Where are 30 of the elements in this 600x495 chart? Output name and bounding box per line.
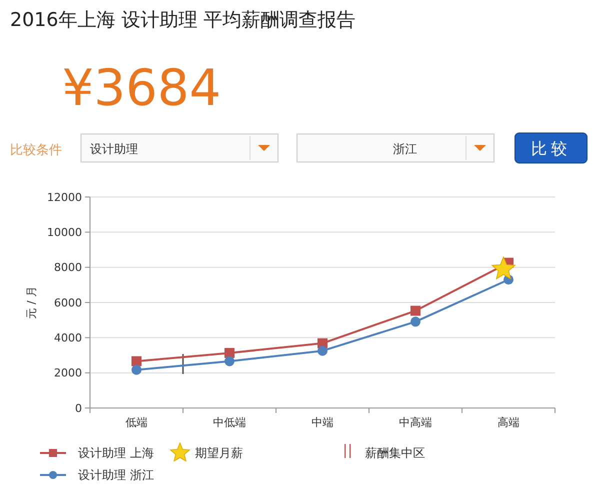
legend-label: 设计助理 浙江 [78,468,154,482]
x-tick-label: 低端 [126,416,148,429]
point [132,356,142,366]
point [224,356,234,366]
x-tick-label: 中端 [312,416,334,429]
chart-subtitle: ¥3684 [62,59,222,117]
y-tick-label: 8000 [54,261,82,274]
legend-label: 设计助理 上海 [78,446,154,460]
legend-label: 期望月薪 [195,446,243,460]
x-tick-label: 中高端 [399,416,432,429]
point [132,364,142,375]
text: 设计助理 [90,142,138,156]
button: 比较 [514,132,588,164]
text: 薪酬集中区 [365,446,425,460]
x-tick-label: 高端 [498,416,520,429]
y-tick-label: 6000 [54,296,82,310]
x-tick-label: 中低端 [213,416,246,429]
chart-title: 2016年上海 设计助理 平均薪酬调查报告 [10,9,356,31]
text: 比较条件 [10,143,62,158]
y-tick-label: 2000 [54,366,82,380]
y-tick-label: 10000 [47,226,82,240]
y-tick-label: 12000 [47,190,82,204]
point [318,346,328,356]
y-tick-label: 0 [75,402,82,415]
text: 浙江 [393,142,417,156]
y-axis-title: 元 / 月 [25,286,38,319]
y-tick-label: 4000 [54,332,82,345]
point [410,316,420,327]
point [410,306,420,316]
point [224,348,234,358]
